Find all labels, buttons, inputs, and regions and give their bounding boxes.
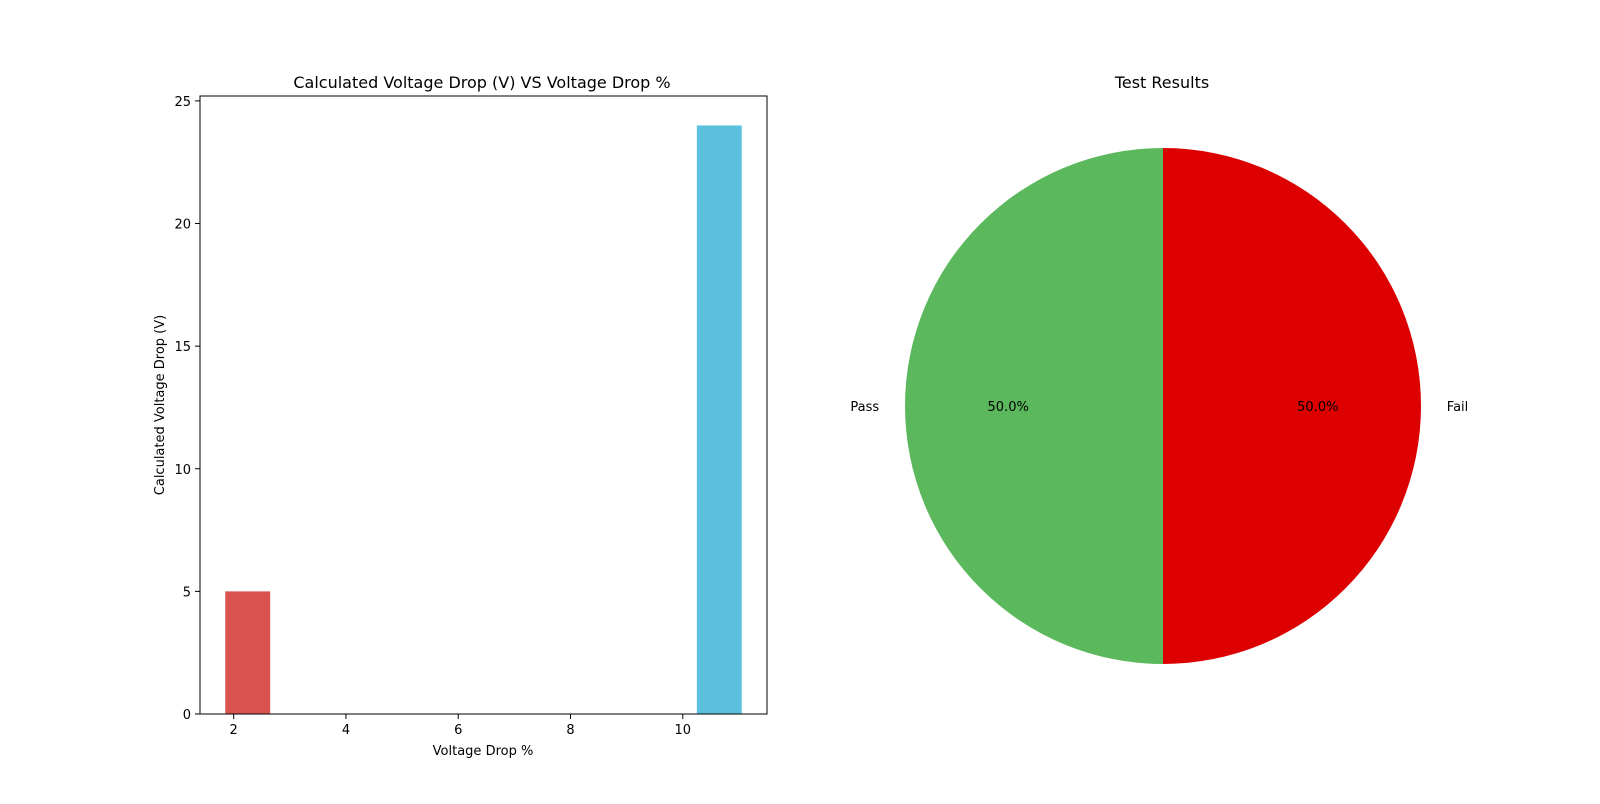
y-tick-label: 25 bbox=[174, 95, 191, 110]
pie-slice-fail bbox=[1163, 148, 1421, 664]
pie-chart: Test Results Pass 50.0% Fail 50.0% bbox=[850, 73, 1468, 664]
y-tick-label: 20 bbox=[174, 218, 191, 233]
bar-chart-y-axis-label: Calculated Voltage Drop (V) bbox=[153, 315, 168, 495]
bar-chart-title: Calculated Voltage Drop (V) VS Voltage D… bbox=[293, 73, 670, 92]
pie-label-pass: Pass bbox=[850, 400, 879, 415]
x-tick-label: 4 bbox=[342, 723, 350, 738]
y-tick-label: 15 bbox=[174, 340, 191, 355]
pie-slices bbox=[905, 148, 1421, 664]
x-tick-label: 10 bbox=[675, 723, 692, 738]
y-tick-label: 5 bbox=[183, 585, 191, 600]
x-tick-label: 8 bbox=[566, 723, 574, 738]
x-tick-label: 2 bbox=[230, 723, 238, 738]
pie-labels: Pass 50.0% Fail 50.0% bbox=[850, 400, 1468, 415]
bar-axes-frame bbox=[199, 95, 768, 715]
pie-chart-title: Test Results bbox=[1114, 73, 1209, 92]
bar-chart-x-axis-label: Voltage Drop % bbox=[433, 744, 534, 759]
bar-0 bbox=[225, 591, 271, 714]
pie-label-fail: Fail bbox=[1447, 400, 1468, 415]
y-tick-label: 0 bbox=[183, 708, 191, 723]
bar-x-ticks: 2 4 6 8 10 bbox=[230, 714, 692, 738]
pie-pct-label-fail: 50.0% bbox=[1297, 400, 1338, 415]
bar-y-ticks: 0 5 10 15 20 25 bbox=[174, 95, 200, 723]
x-tick-label: 6 bbox=[454, 723, 462, 738]
pie-pct-label-pass: 50.0% bbox=[988, 400, 1029, 415]
y-tick-label: 10 bbox=[174, 463, 191, 478]
bar-marks bbox=[225, 125, 742, 715]
bar-1 bbox=[696, 125, 742, 715]
bar-chart: Calculated Voltage Drop (V) VS Voltage D… bbox=[153, 73, 768, 759]
pie-slice-pass bbox=[905, 148, 1163, 664]
